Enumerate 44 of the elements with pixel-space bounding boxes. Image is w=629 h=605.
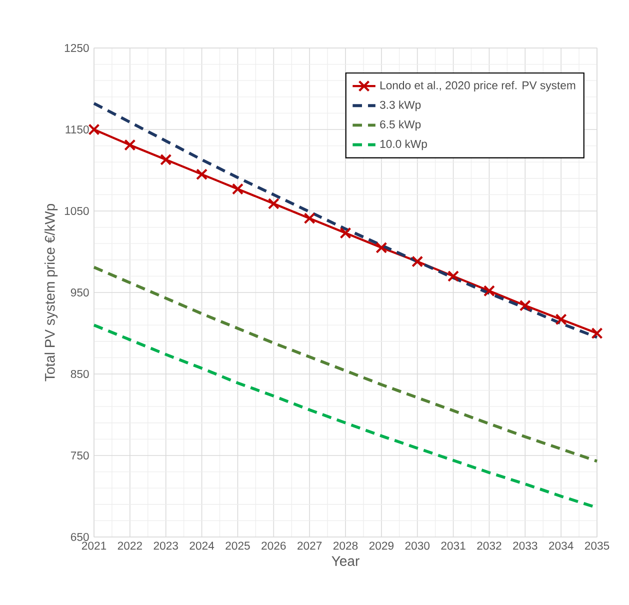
y-axis-title: Total PV system price €/kWp [44, 204, 58, 382]
x-tick-label: 2025 [226, 542, 250, 550]
y-tick-label: 1250 [64, 44, 89, 52]
point [448, 270, 460, 282]
x-tick-label: 2021 [82, 542, 106, 550]
point [268, 198, 280, 210]
y-tick-label: 850 [70, 370, 89, 378]
x-tick-label: 2029 [369, 542, 394, 550]
point [376, 242, 388, 254]
legend-label: Londo et al., 2020 price ref. PV system [380, 80, 576, 92]
point [519, 300, 531, 312]
legend-label: 3.3 kWp [380, 100, 421, 112]
point [196, 168, 208, 180]
point [340, 227, 352, 239]
x-tick-label: 2026 [262, 542, 286, 550]
x-tick-label: 2034 [549, 542, 574, 550]
point [591, 327, 603, 340]
legend-label: 10.0 kWp [380, 140, 427, 150]
point [555, 314, 567, 326]
x-tick-label: 2024 [190, 542, 214, 550]
point [160, 154, 172, 166]
y-tick-label: 650 [70, 532, 89, 541]
y-tick-label: 1050 [64, 206, 89, 215]
point [88, 124, 100, 136]
point [412, 256, 424, 268]
x-axis-title: Year [332, 556, 360, 566]
x-tick-label: 2028 [333, 542, 358, 550]
x-tick-label: 2030 [405, 542, 430, 550]
x-tick-label: 2023 [154, 542, 178, 550]
y-tick-label: 1150 [66, 125, 89, 134]
point [483, 285, 495, 297]
x-tick-label: 2027 [298, 542, 322, 550]
y-tick-label: 950 [70, 288, 89, 296]
line-series [92, 266, 598, 463]
y-tick-label: 750 [70, 451, 89, 460]
point [232, 183, 244, 195]
x-tick-label: 2032 [477, 542, 502, 550]
x-tick-label: 2035 [584, 542, 610, 550]
x-tick-label: 2033 [513, 542, 538, 550]
point [124, 139, 136, 151]
x-tick-label: 2022 [118, 542, 142, 550]
legend-label: 6.5 kWp [380, 120, 421, 131]
point [304, 212, 316, 224]
x-tick-label: 2031 [441, 542, 466, 550]
